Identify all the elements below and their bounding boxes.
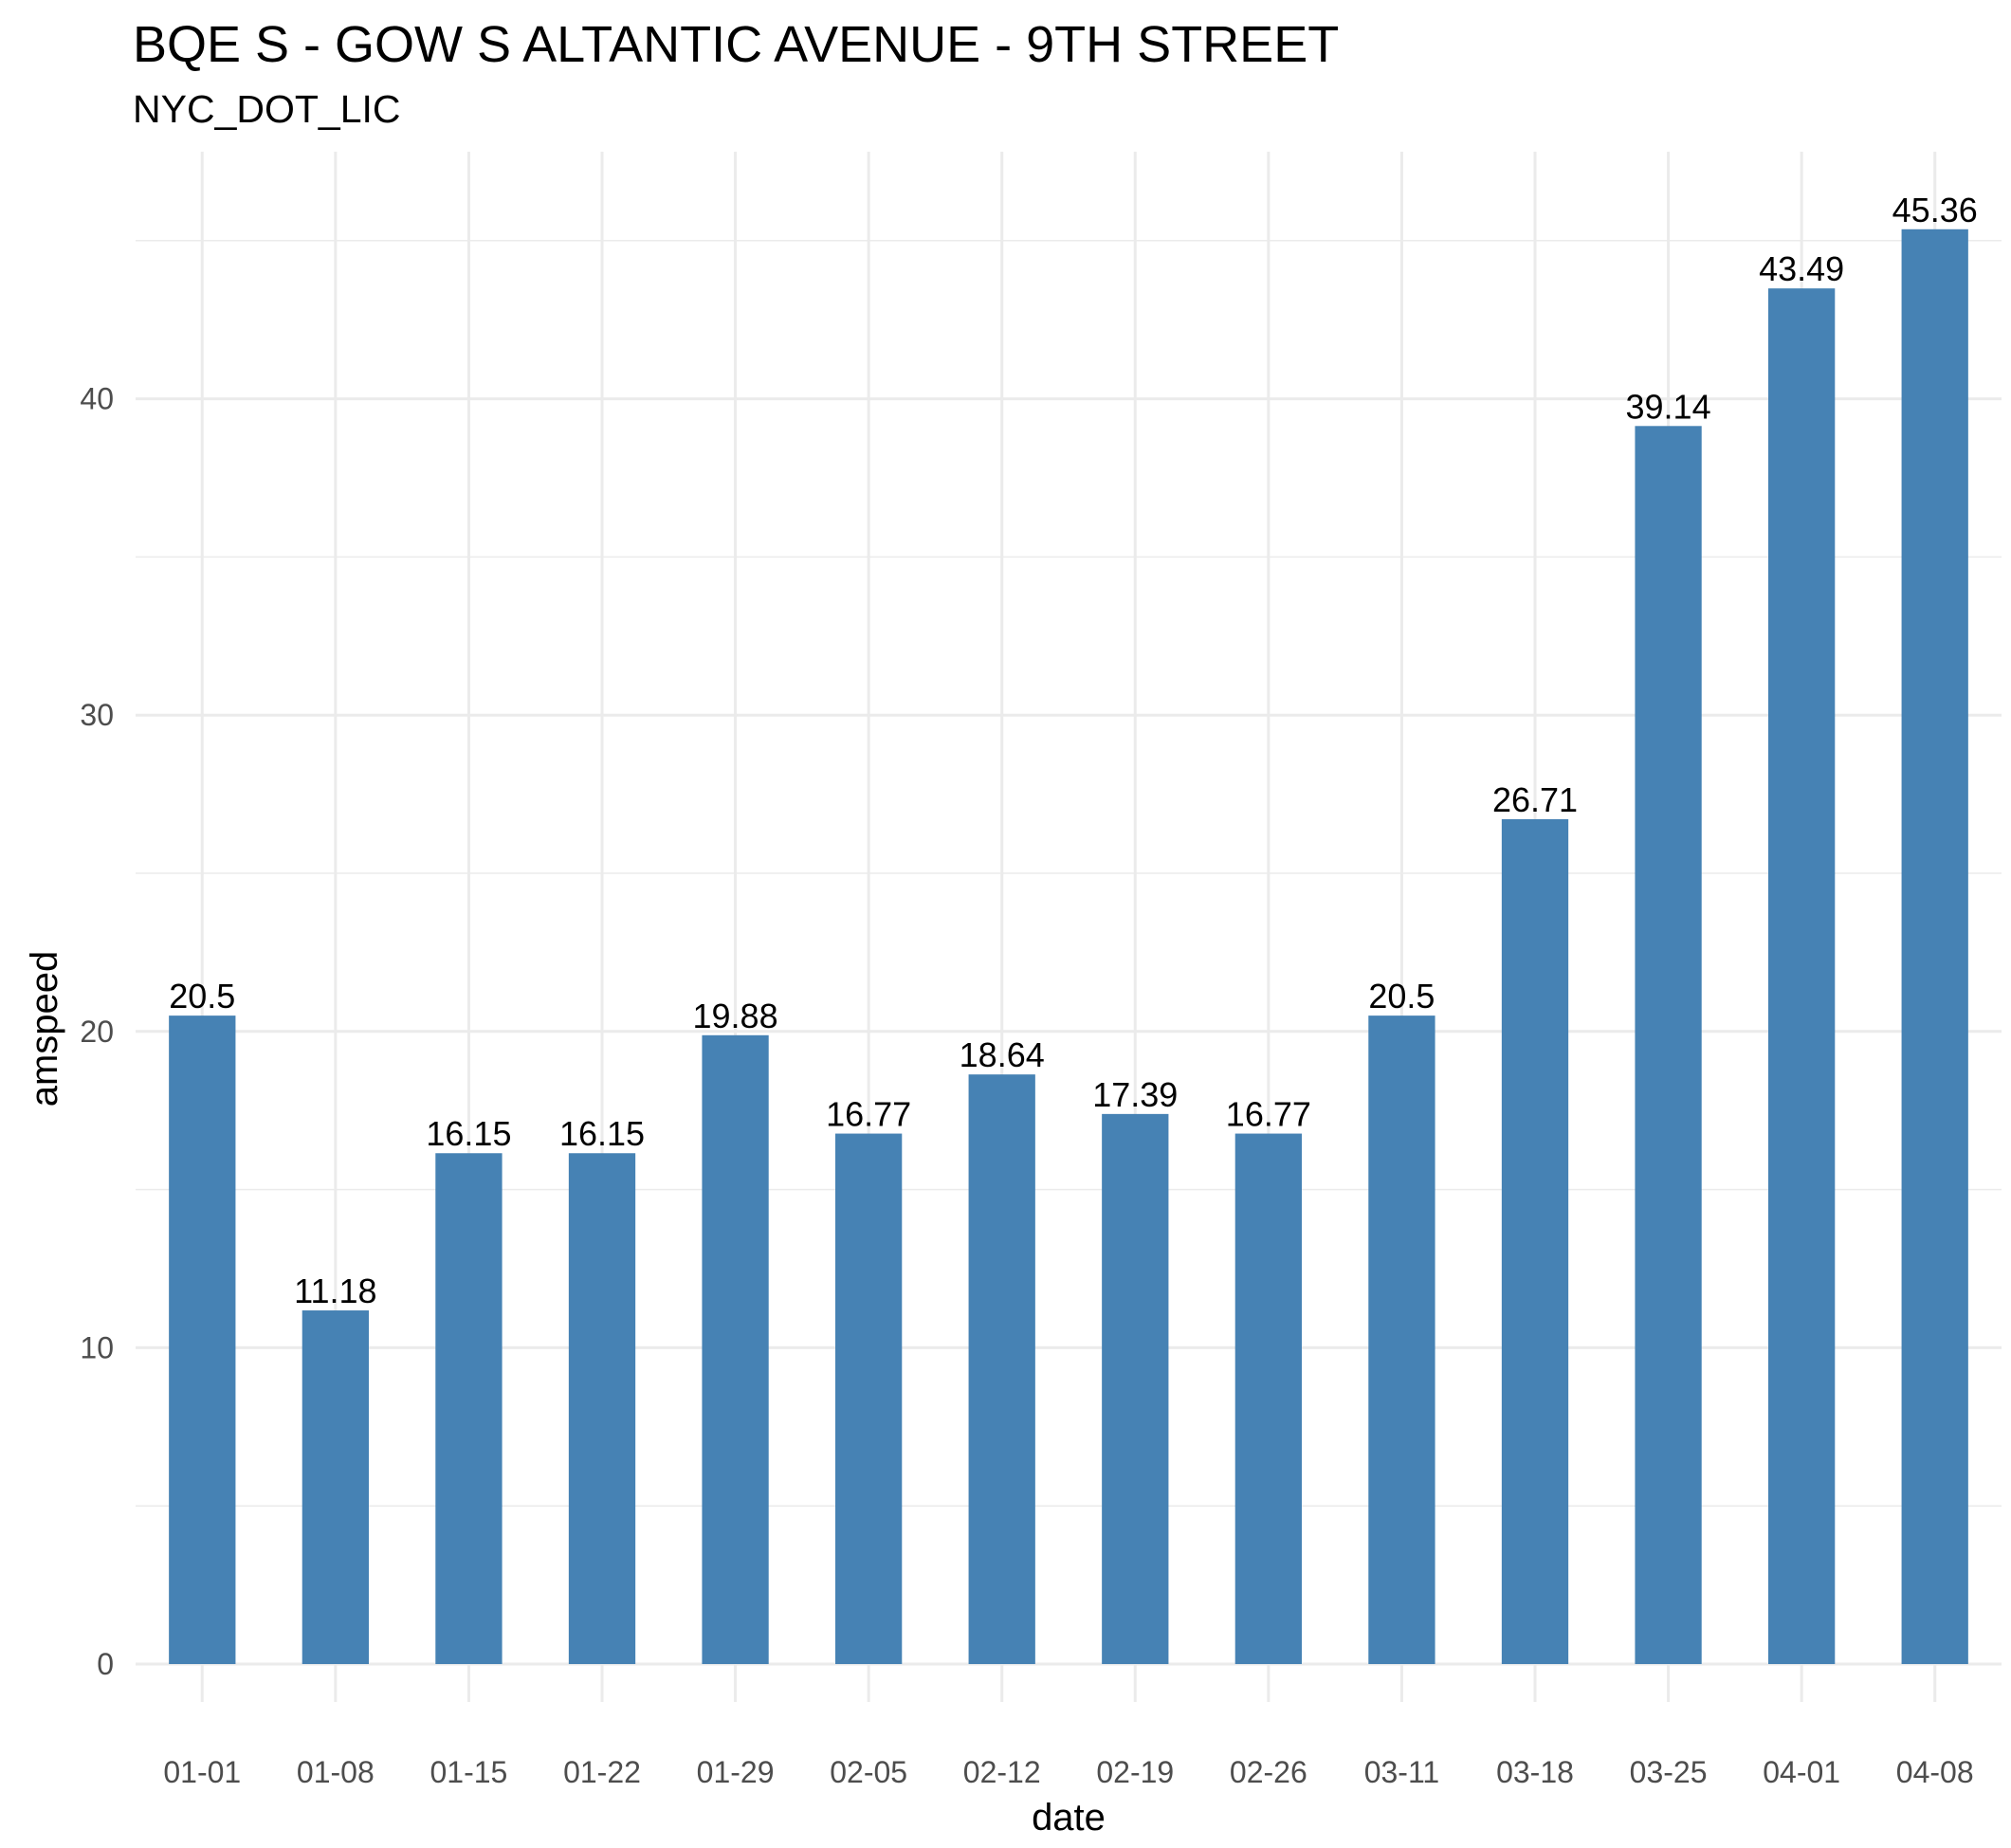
y-tick-label: 30 [80,698,114,732]
x-tick-label: 03-11 [1364,1755,1439,1789]
chart-subtitle: NYC_DOT_LIC [133,87,401,131]
bar [435,1153,503,1664]
data-label: 18.64 [960,1035,1045,1074]
y-axis-title: amspeed [24,951,65,1107]
x-tick-label: 01-15 [430,1755,508,1789]
y-axis-ticks: 0 10 20 30 40 [80,382,114,1681]
grid-lines [136,152,2002,1702]
data-label: 43.49 [1759,249,1844,288]
data-label: 17.39 [1092,1075,1178,1114]
y-tick-label: 10 [80,1330,114,1364]
bar [835,1133,903,1664]
x-tick-label: 02-05 [830,1755,907,1789]
y-tick-label: 20 [80,1015,114,1049]
x-axis-title: date [1032,1797,1106,1839]
x-tick-label: 03-25 [1630,1755,1708,1789]
bar [1501,818,1569,1664]
data-label: 20.5 [1368,977,1435,1015]
data-label: 20.5 [169,977,235,1015]
bar [1368,1015,1435,1664]
x-tick-label: 01-01 [163,1755,241,1789]
data-label: 19.88 [693,997,778,1035]
data-label: 16.77 [1226,1095,1311,1134]
bar [1901,229,1968,1664]
x-tick-label: 01-22 [563,1755,641,1789]
bar [169,1015,236,1664]
data-label: 16.15 [559,1114,645,1153]
data-labels: 20.5 11.18 16.15 16.15 19.88 16.77 18.64 17.39 1… [169,191,1978,1310]
bar [702,1034,769,1664]
bars [169,229,1968,1665]
data-label: 45.36 [1892,191,1978,229]
x-tick-label: 01-08 [297,1755,375,1789]
data-label: 16.77 [826,1095,911,1134]
x-tick-label: 02-26 [1230,1755,1307,1789]
data-label: 11.18 [294,1272,376,1310]
bar [302,1310,369,1664]
bar [1234,1133,1302,1664]
data-label: 39.14 [1626,387,1711,426]
x-tick-label: 02-12 [963,1755,1041,1789]
x-tick-label: 04-01 [1763,1755,1840,1789]
bar [1635,426,1702,1665]
x-tick-label: 04-08 [1896,1755,1974,1789]
y-tick-label: 0 [97,1647,114,1681]
y-tick-label: 40 [80,382,114,416]
bar [1102,1113,1169,1664]
chart-title: BQE S - GOW S ALTANTIC AVENUE - 9TH STRE… [133,16,1340,73]
data-label: 26.71 [1492,780,1578,819]
x-tick-label: 03-18 [1496,1755,1574,1789]
x-tick-label: 02-19 [1096,1755,1174,1789]
x-axis-ticks: 01-01 01-08 01-15 01-22 01-29 02-05 02-12 02-19… [163,1755,1973,1789]
x-tick-label: 01-29 [697,1755,775,1789]
bar [1768,288,1836,1665]
data-label: 16.15 [426,1114,511,1153]
bar [968,1074,1035,1664]
bar [568,1153,636,1664]
